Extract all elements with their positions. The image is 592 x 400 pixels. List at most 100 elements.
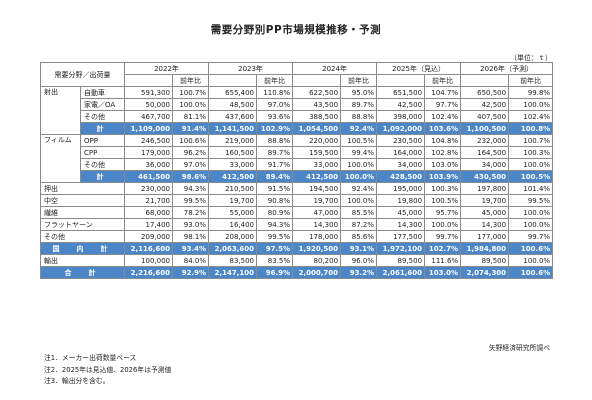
year-header: 2022年 [123, 62, 210, 75]
table-row: 繊維 68,000 78.2% 55,000 80.9% 47,000 85.5% 45,00… [40, 206, 554, 219]
volume-cell: 19,700 [208, 194, 258, 207]
volume-cell: 14,300 [292, 218, 342, 231]
volume-cell: 177,000 [460, 230, 510, 243]
yoy-cell: 91.4% [171, 122, 210, 135]
yoy-cell: 95.7% [424, 206, 462, 219]
yoy-cell: 99.8% [508, 86, 554, 99]
volume-cell: 164,000 [376, 146, 426, 159]
volume-cell: 246,500 [124, 134, 173, 147]
notes: 注1．メーカー出荷数量ベース 注2．2025年は見込値、2026年は予測値 注3… [44, 353, 171, 388]
volume-cell: 50,000 [124, 98, 173, 111]
yoy-cell: 102.4% [508, 110, 554, 123]
yoy-cell: 98.1% [171, 230, 210, 243]
year-header: 2026年（予測） [460, 62, 554, 75]
yoy-cell: 99.7% [424, 230, 462, 243]
volume-cell: 160,500 [208, 146, 258, 159]
volume-cell: 1,109,000 [124, 122, 173, 135]
yoy-cell: 92.9% [171, 266, 210, 279]
yoy-cell: 100.6% [171, 134, 210, 147]
yoy-cell: 99.5% [508, 194, 554, 207]
volume-cell: 407,500 [460, 110, 510, 123]
yoy-cell: 97.0% [171, 158, 210, 171]
yoy-cell: 103.0% [424, 266, 462, 279]
category-label: 射出 [40, 86, 81, 135]
volume-cell: 16,400 [208, 218, 258, 231]
yoy-cell: 100.8% [508, 122, 554, 135]
yoy-cell: 96.2% [171, 146, 210, 159]
corner-header: 需要分野／出荷量 [40, 62, 125, 87]
volume-cell: 48,500 [208, 98, 258, 111]
yoy-header: 前年比 [171, 74, 210, 87]
yoy-cell: 93.6% [256, 110, 294, 123]
yoy-cell: 85.5% [340, 206, 378, 219]
volume-cell: 195,000 [376, 182, 426, 195]
volume-cell: 34,000 [376, 158, 426, 171]
yoy-header: 前年比 [340, 74, 378, 87]
yoy-cell: 100.0% [340, 194, 378, 207]
volume-cell: 2,216,600 [124, 266, 173, 279]
category-label: フラットヤーン [40, 218, 125, 231]
yoy-cell: 78.2% [171, 206, 210, 219]
yoy-cell: 89.7% [256, 146, 294, 159]
volume-cell: 209,000 [124, 230, 173, 243]
yoy-cell: 93.2% [340, 266, 378, 279]
volume-cell: 164,500 [460, 146, 510, 159]
yoy-cell: 100.0% [508, 206, 554, 219]
volume-cell: 412,500 [292, 170, 342, 183]
unit-label: （単位：ｔ） [510, 54, 552, 62]
yoy-cell: 100.0% [508, 158, 554, 171]
table-row: 国 内 計 2,116,600 93.4% 2,063,600 97.5% 1,920,5… [40, 242, 554, 255]
yoy-cell: 99.5% [256, 230, 294, 243]
yoy-cell: 100.5% [340, 134, 378, 147]
volume-cell: 45,000 [460, 206, 510, 219]
yoy-cell: 89.4% [256, 170, 294, 183]
year-header: 2023年 [208, 62, 294, 75]
total-label: 国 内 計 [40, 242, 125, 255]
table-row: 計 1,109,000 91.4% 1,141,500 102.9% 1,054,500 9… [41, 122, 554, 135]
yoy-cell: 88.8% [340, 110, 378, 123]
yoy-cell: 96.0% [340, 254, 378, 267]
volume-cell: 47,000 [292, 206, 342, 219]
table-row: 計 461,500 98.6% 412,500 89.4% 412,500 100.0% 42… [41, 170, 554, 183]
yoy-cell: 104.7% [424, 86, 462, 99]
volume-cell: 2,063,600 [208, 242, 258, 255]
volume-cell: 179,000 [124, 146, 173, 159]
volume-cell: 591,300 [124, 86, 173, 99]
table-row: CPP 179,000 96.2% 160,500 89.7% 159,500 99.4% 1… [41, 146, 554, 159]
subcategory-label: その他 [80, 110, 125, 123]
volume-cell: 210,500 [208, 182, 258, 195]
yoy-cell: 100.0% [508, 218, 554, 231]
volume-cell: 89,500 [460, 254, 510, 267]
yoy-cell: 103.6% [424, 122, 462, 135]
yoy-cell: 100.0% [340, 158, 378, 171]
volume-cell: 467,700 [124, 110, 173, 123]
yoy-cell: 80.9% [256, 206, 294, 219]
yoy-cell: 100.6% [508, 242, 554, 255]
yoy-cell: 97.5% [256, 242, 294, 255]
volume-cell: 220,000 [292, 134, 342, 147]
header-row-years: 需要分野／出荷量 2022年 2023年 2024年 2025年（見込） 202… [40, 62, 554, 87]
volume-cell: 83,500 [208, 254, 258, 267]
subcategory-label: 自動車 [80, 86, 125, 99]
table-row: 家電／OA 50,000 100.0% 48,500 97.0% 43,500 89.7% 4… [41, 98, 554, 111]
volume-cell: 622,500 [292, 86, 342, 99]
volume-cell: 14,300 [460, 218, 510, 231]
yoy-cell: 100.0% [508, 254, 554, 267]
yoy-cell: 94.3% [256, 218, 294, 231]
table-row: 中空 21,700 99.5% 19,700 90.8% 19,700 100.0% 19,8… [40, 194, 554, 207]
yoy-cell: 83.5% [256, 254, 294, 267]
subcategory-label: OPP [80, 134, 125, 147]
volume-cell: 461,500 [124, 170, 173, 183]
volume-cell: 219,000 [208, 134, 258, 147]
page-title: 需要分野別PP市場規模推移・予測 [210, 24, 382, 36]
category-label: 繊維 [40, 206, 125, 219]
volume-subheader [208, 74, 258, 87]
volume-cell: 655,400 [208, 86, 258, 99]
yoy-cell: 92.4% [340, 182, 378, 195]
year-header: 2025年（見込） [376, 62, 462, 75]
yoy-header: 前年比 [424, 74, 462, 87]
table-row: その他 467,700 81.1% 437,600 93.6% 388,500 88.8% 3… [41, 110, 554, 123]
volume-cell: 17,400 [124, 218, 173, 231]
volume-cell: 437,600 [208, 110, 258, 123]
yoy-cell: 84.0% [171, 254, 210, 267]
